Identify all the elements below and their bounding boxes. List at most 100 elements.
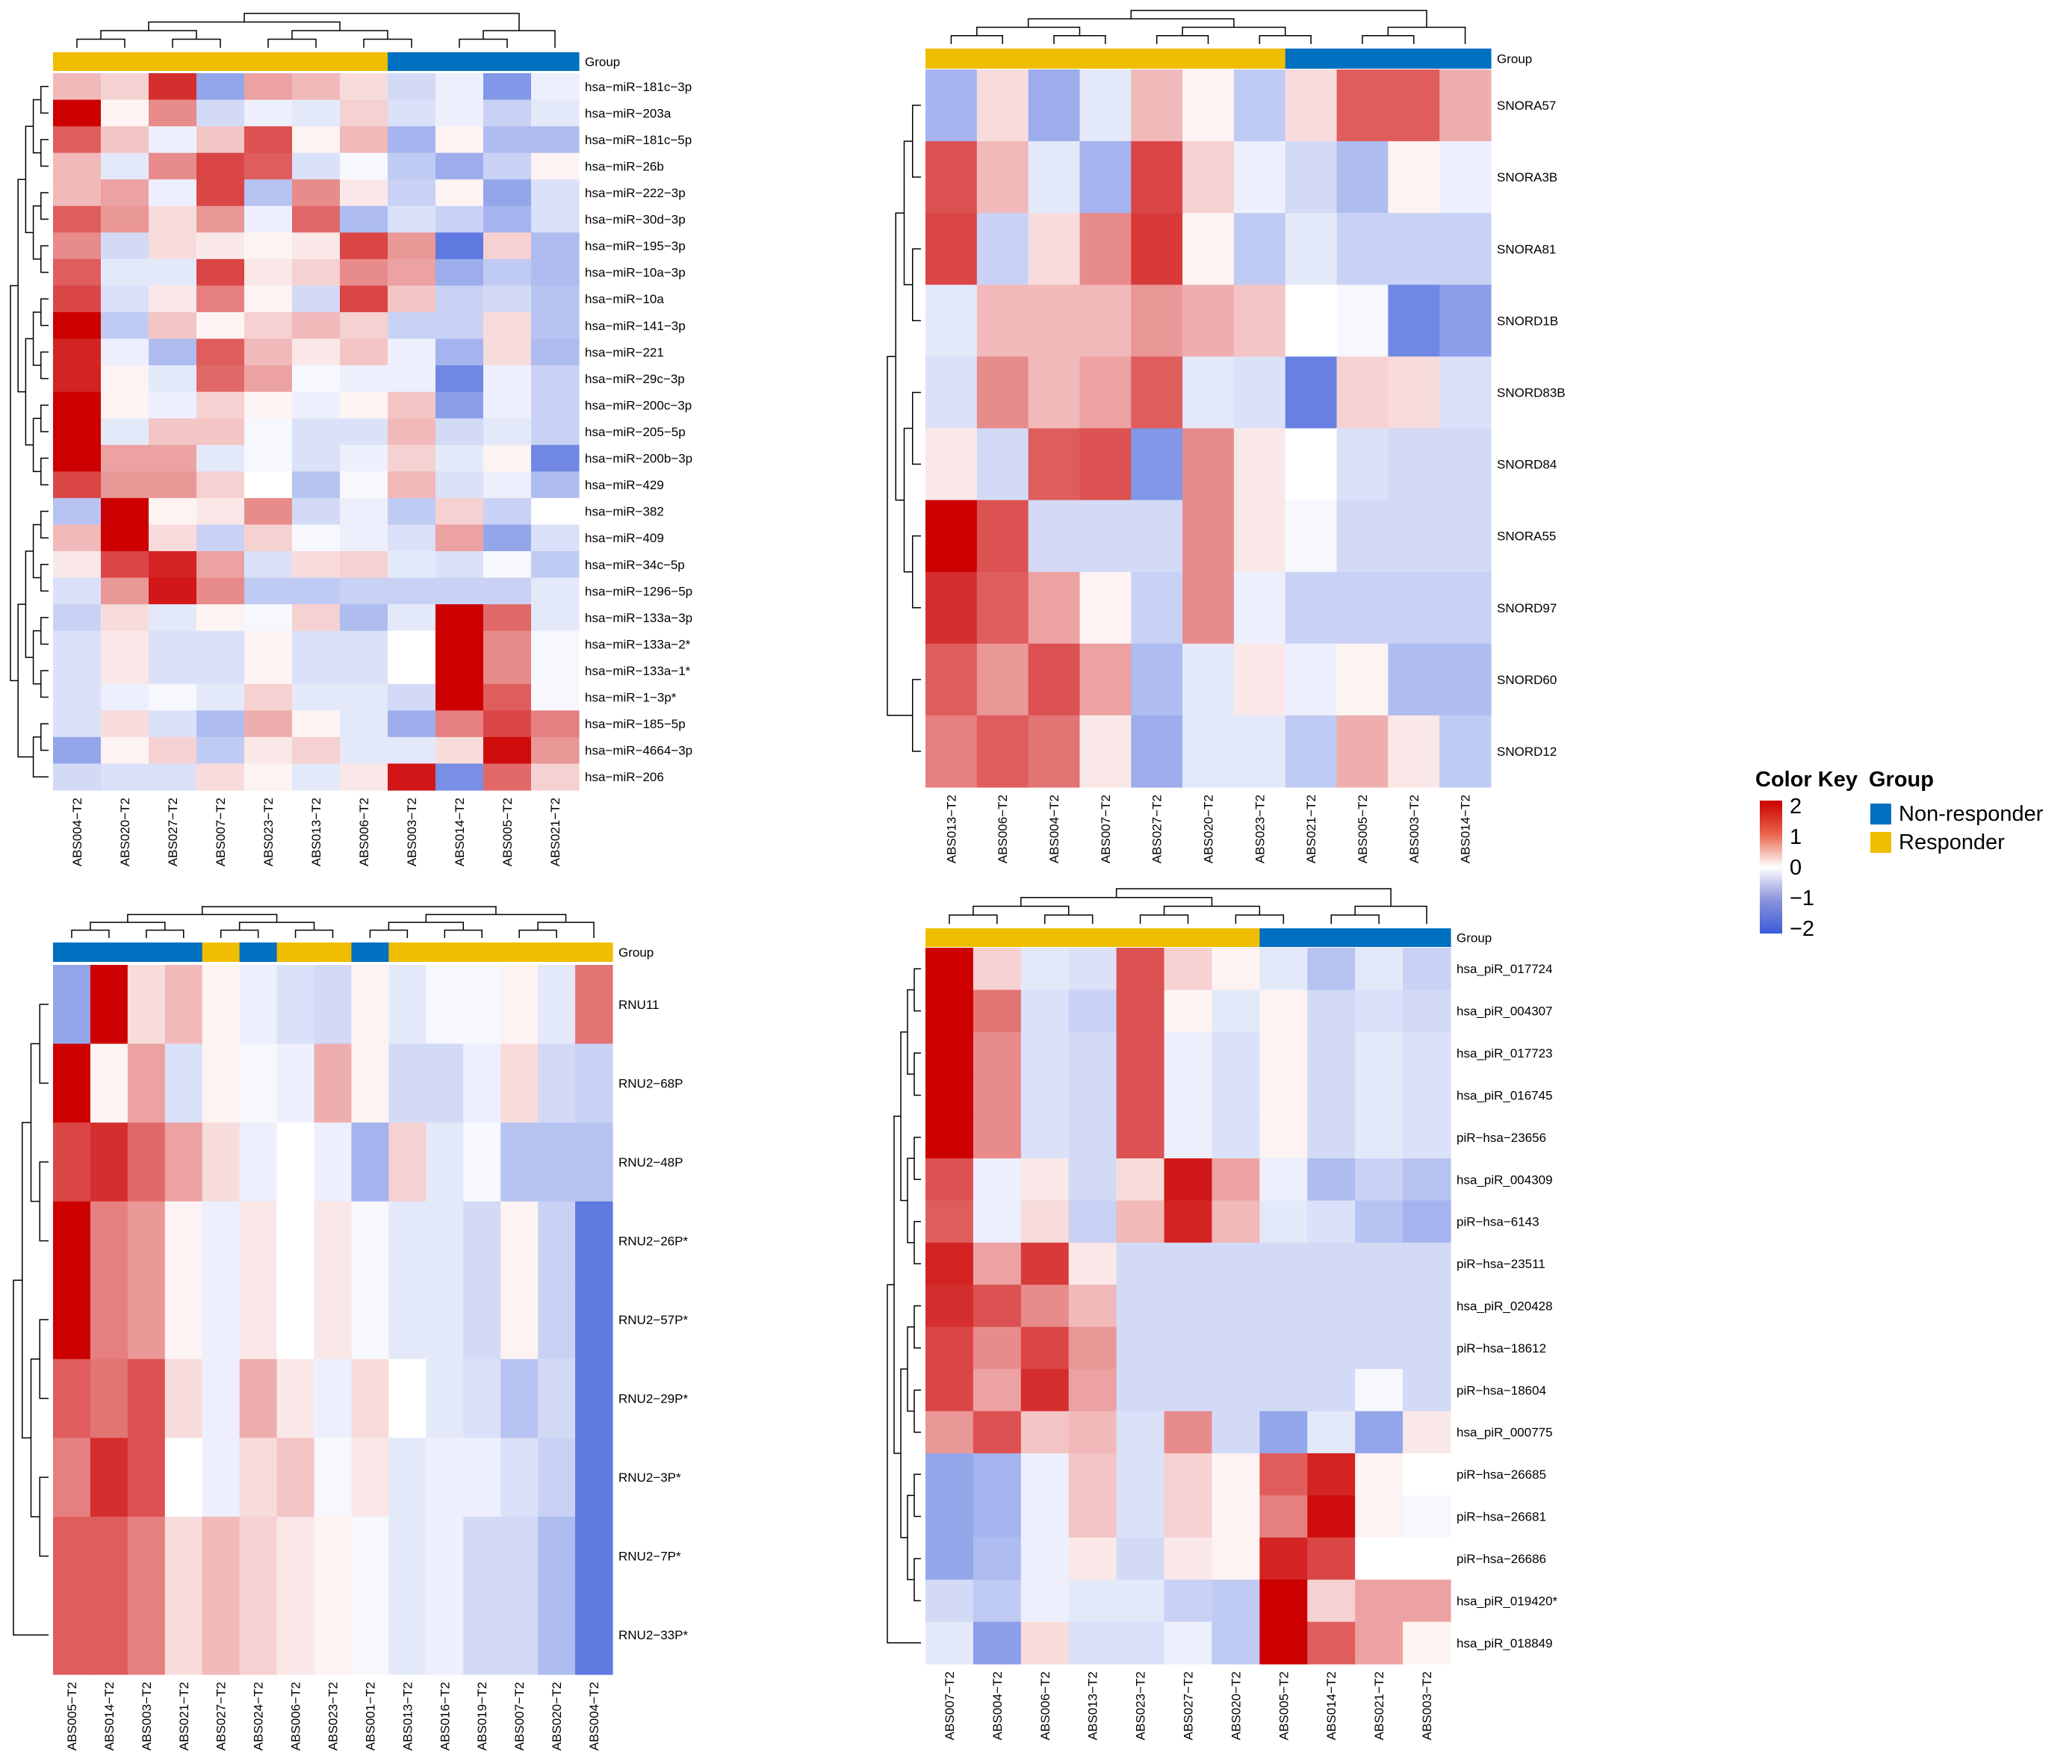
- group-bar-cell: [531, 52, 580, 71]
- row-dendrogram-branch: [912, 535, 921, 609]
- heatmap-cell: [483, 391, 532, 419]
- heatmap-cell: [196, 471, 245, 499]
- heatmap-cell: [1028, 500, 1081, 573]
- heatmap-cell: [340, 338, 388, 366]
- heatmap-cell: [925, 715, 978, 788]
- heatmap-cell: [500, 1516, 539, 1597]
- heatmap-cell: [53, 179, 102, 207]
- heatmap-cell: [973, 1074, 1022, 1117]
- row-label: RNU11: [618, 998, 659, 1012]
- heatmap-cell: [1355, 1326, 1403, 1370]
- heatmap-cell: [1388, 356, 1440, 429]
- heatmap-cell: [531, 471, 580, 499]
- heatmap-cell: [340, 710, 388, 738]
- heatmap-cell: [531, 232, 580, 260]
- heatmap-cell: [531, 285, 580, 313]
- heatmap-cell: [925, 1326, 974, 1370]
- heatmap-cell: [1388, 571, 1440, 645]
- row-label: RNU2−68P: [618, 1076, 683, 1090]
- heatmap-cell: [244, 630, 293, 658]
- heatmap-cell: [196, 391, 245, 419]
- heatmap-cell: [1028, 643, 1081, 716]
- row-label: hsa_piR_017723: [1457, 1046, 1553, 1060]
- heatmap-cell: [276, 1438, 315, 1518]
- column-label: ABS014−T2: [102, 1682, 117, 1751]
- heatmap-cell: [276, 1516, 315, 1597]
- heatmap-cell: [426, 1280, 464, 1360]
- heatmap-cell: [244, 683, 293, 711]
- heatmap-cell: [1233, 141, 1286, 214]
- heatmap-cell: [435, 524, 484, 552]
- heatmap-cell: [925, 990, 974, 1033]
- heatmap-cell: [483, 577, 532, 605]
- heatmap-cell: [388, 73, 436, 101]
- row-label: hsa−miR−26b: [585, 159, 664, 173]
- heatmap-cell: [435, 258, 484, 287]
- heatmap-cell: [1233, 428, 1286, 501]
- group-bar-cell: [53, 52, 102, 71]
- heatmap-cell: [388, 604, 436, 632]
- column-dendrogram-branch: [291, 30, 388, 40]
- group-bar-cell: [426, 942, 464, 962]
- heatmap-cell: [388, 710, 436, 738]
- heatmap-cell: [292, 497, 341, 526]
- heatmap-cell: [483, 630, 532, 658]
- heatmap-cell: [196, 763, 245, 791]
- heatmap-cell: [202, 1201, 241, 1281]
- heatmap-cell: [101, 126, 149, 154]
- row-label: hsa−miR−206: [585, 770, 664, 784]
- heatmap-cell: [1079, 213, 1132, 285]
- heatmap-cell: [53, 391, 102, 419]
- heatmap-cell: [483, 657, 532, 685]
- column-label: ABS007−T2: [214, 798, 228, 866]
- heatmap-cell: [1403, 1031, 1451, 1075]
- heatmap-cell: [351, 1043, 389, 1123]
- heatmap-cell: [149, 683, 197, 711]
- heatmap-cell: [1068, 1200, 1117, 1243]
- heatmap-cell: [1020, 1537, 1070, 1580]
- heatmap-cell: [340, 126, 388, 154]
- heatmap-cell: [973, 1369, 1022, 1412]
- heatmap-cell: [244, 524, 293, 552]
- heatmap-cell: [925, 213, 978, 285]
- heatmap-cell: [1259, 1285, 1308, 1328]
- heatmap-cell: [1259, 1326, 1308, 1370]
- heatmap-cell: [435, 604, 484, 632]
- row-label: hsa−miR−185−5p: [585, 717, 686, 731]
- row-dendrogram-branch: [914, 1558, 921, 1602]
- heatmap-cell: [1164, 990, 1213, 1033]
- group-strip-label: Group: [618, 945, 654, 960]
- heatmap-cell: [149, 391, 197, 419]
- row-dendrogram-branch: [900, 1031, 908, 1202]
- heatmap-cell: [127, 1595, 166, 1675]
- heatmap-cell: [1079, 428, 1132, 501]
- heatmap-cell: [1164, 1369, 1213, 1412]
- heatmap-cell: [483, 152, 532, 180]
- heatmap-cell: [244, 338, 293, 366]
- heatmap-cell: [244, 763, 293, 791]
- heatmap-cell: [1212, 1495, 1260, 1538]
- row-label: SNORD97: [1497, 601, 1557, 615]
- heatmap-cell: [149, 444, 197, 472]
- heatmap-cell: [1068, 1326, 1117, 1370]
- heatmap-cell: [531, 710, 580, 738]
- heatmap-cell: [1307, 1200, 1356, 1243]
- heatmap-cell: [426, 1595, 464, 1675]
- heatmap-cell: [292, 444, 341, 472]
- heatmap-cell: [435, 338, 484, 366]
- heatmap-cell: [1116, 1031, 1165, 1075]
- heatmap-cell: [53, 126, 102, 154]
- heatmap-cell: [1259, 948, 1308, 991]
- heatmap-cell: [1259, 1242, 1308, 1285]
- heatmap-cell: [1233, 213, 1286, 285]
- heatmap-cell: [925, 1453, 974, 1496]
- heatmap-cell: [1307, 1326, 1356, 1370]
- heatmap-cell: [292, 99, 341, 127]
- heatmap-cell: [149, 338, 197, 366]
- row-dendrogram-branch: [30, 1358, 40, 1518]
- heatmap-cell: [500, 1358, 539, 1438]
- heatmap-cell: [149, 763, 197, 791]
- heatmap-cell: [1355, 1495, 1403, 1538]
- column-dendrogram-branch: [363, 38, 412, 48]
- column-label: ABS003−T2: [140, 1682, 154, 1751]
